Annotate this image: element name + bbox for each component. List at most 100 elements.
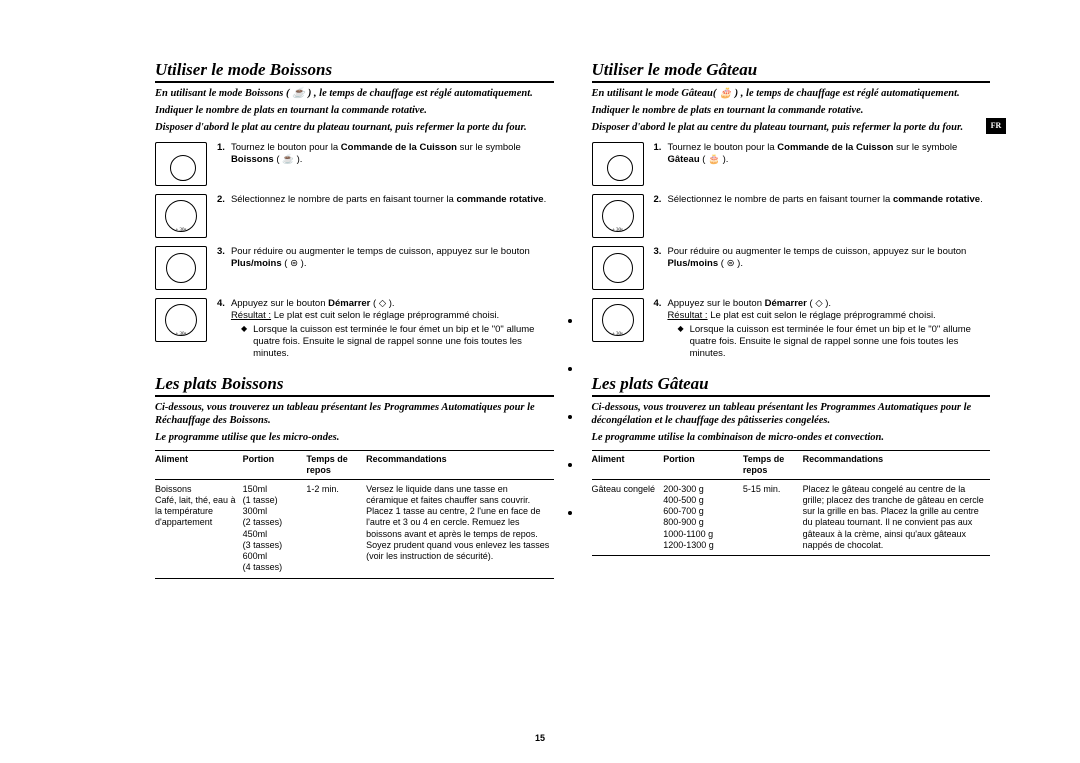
section-title: Utiliser le mode Boissons — [155, 60, 554, 83]
bold-text: Démarrer — [765, 298, 807, 309]
section-title: Les plats Boissons — [155, 374, 554, 397]
sub-bullet: ◆ Lorsque la cuisson est terminée le fou… — [667, 324, 990, 360]
step-row: 2. Sélectionnez le nombre de parts en fa… — [592, 194, 991, 238]
th-repos: Temps de repos — [743, 451, 803, 480]
steps-list: 1. Tournez le bouton pour la Commande de… — [155, 142, 554, 359]
bold-text: commande rotative — [456, 194, 543, 205]
intro-block: Ci-dessous, vous trouverez un tableau pr… — [592, 401, 991, 444]
two-column-layout: Utiliser le mode Boissons En utilisant l… — [155, 60, 990, 743]
result-label: Résultat : — [667, 310, 707, 321]
text: Tournez le bouton pour la — [231, 142, 341, 153]
cell-reco: Versez le liquide dans une tasse en céra… — [366, 479, 553, 578]
knob-icon — [592, 246, 644, 290]
mode-dial-icon — [155, 142, 207, 186]
bold-text: Plus/moins — [667, 258, 718, 269]
text: Pour réduire ou augmenter le temps de cu… — [667, 246, 966, 257]
th-portion: Portion — [663, 451, 743, 480]
section-title: Utiliser le mode Gâteau — [592, 60, 991, 83]
step-row: 4. Appuyez sur le bouton Démarrer ( ◇ ).… — [592, 298, 991, 359]
step-number: 4. — [654, 298, 662, 359]
cell-portion: 200-300 g 400-500 g 600-700 g 800-900 g … — [663, 479, 743, 556]
text: ( ◇ ). — [807, 298, 831, 309]
dial-icon — [155, 194, 207, 238]
table-row: Gâteau congelé 200-300 g 400-500 g 600-7… — [592, 479, 991, 556]
text: Pour réduire ou augmenter le temps de cu… — [231, 246, 530, 257]
bold-text: Gâteau — [667, 154, 699, 165]
bullet-icon: ◆ — [677, 324, 683, 360]
step-number: 2. — [654, 194, 662, 206]
dot-icon — [568, 319, 572, 323]
step-text: Tournez le bouton pour la Commande de la… — [231, 142, 554, 166]
th-aliment: Aliment — [155, 451, 243, 480]
cell-aliment: Boissons Café, lait, thé, eau à la tempé… — [155, 479, 243, 578]
text: Sélectionnez le nombre de parts en faisa… — [667, 194, 893, 205]
mode-dial-icon — [592, 142, 644, 186]
intro-line: Disposer d'abord le plat au centre du pl… — [592, 121, 991, 134]
th-portion: Portion — [243, 451, 307, 480]
cell-portion: 150ml (1 tasse) 300ml (2 tasses) 450ml (… — [243, 479, 307, 578]
step-text: Appuyez sur le bouton Démarrer ( ◇ ). Ré… — [667, 298, 990, 359]
dial-icon — [155, 298, 207, 342]
step-row: 3. Pour réduire ou augmenter le temps de… — [592, 246, 991, 290]
intro-line: Disposer d'abord le plat au centre du pl… — [155, 121, 554, 134]
result-label: Résultat : — [231, 310, 271, 321]
step-text: Sélectionnez le nombre de parts en faisa… — [667, 194, 990, 206]
step-number: 2. — [217, 194, 225, 206]
cell-repos: 1-2 min. — [306, 479, 366, 578]
cell-reco: Placez le gâteau congelé au centre de la… — [803, 479, 990, 556]
section-title: Les plats Gâteau — [592, 374, 991, 397]
text: Sélectionnez le nombre de parts en faisa… — [231, 194, 457, 205]
step-number: 3. — [217, 246, 225, 270]
intro-line: Ci-dessous, vous trouverez un tableau pr… — [592, 401, 991, 427]
intro-line: Le programme utilise que les micro-ondes… — [155, 431, 554, 444]
gateau-table: Aliment Portion Temps de repos Recommand… — [592, 450, 991, 556]
step-text: Pour réduire ou augmenter le temps de cu… — [231, 246, 554, 270]
dot-icon — [568, 367, 572, 371]
intro-line: En utilisant le mode Boissons ( ☕ ) , le… — [155, 87, 554, 100]
dot-icon — [568, 415, 572, 419]
intro-line: En utilisant le mode Gâteau( 🎂 ) , le te… — [592, 87, 991, 100]
bold-text: Démarrer — [328, 298, 370, 309]
th-reco: Recommandations — [366, 451, 553, 480]
page-number: 15 — [0, 733, 1080, 743]
step-text: Pour réduire ou augmenter le temps de cu… — [667, 246, 990, 270]
step-row: 3. Pour réduire ou augmenter le temps de… — [155, 246, 554, 290]
th-repos: Temps de repos — [306, 451, 366, 480]
sub-text: Lorsque la cuisson est terminée le four … — [253, 324, 553, 360]
step-text: Sélectionnez le nombre de parts en faisa… — [231, 194, 554, 206]
manual-page: FR Utiliser le mode Boissons En utilisan… — [0, 0, 1080, 763]
th-reco: Recommandations — [803, 451, 990, 480]
dial-icon — [592, 194, 644, 238]
bold-text: commande rotative — [893, 194, 980, 205]
step-row: 1. Tournez le bouton pour la Commande de… — [592, 142, 991, 186]
table-row: Boissons Café, lait, thé, eau à la tempé… — [155, 479, 554, 578]
text: ( ◇ ). — [370, 298, 394, 309]
intro-line: Ci-dessous, vous trouverez un tableau pr… — [155, 401, 554, 427]
boissons-table: Aliment Portion Temps de repos Recommand… — [155, 450, 554, 579]
bold-text: Plus/moins — [231, 258, 282, 269]
th-aliment: Aliment — [592, 451, 664, 480]
left-column: Utiliser le mode Boissons En utilisant l… — [155, 60, 564, 743]
cell-aliment: Gâteau congelé — [592, 479, 664, 556]
bullet-icon: ◆ — [241, 324, 247, 360]
intro-block: Ci-dessous, vous trouverez un tableau pr… — [155, 401, 554, 444]
step-text: Tournez le bouton pour la Commande de la… — [667, 142, 990, 166]
intro-block: En utilisant le mode Gâteau( 🎂 ) , le te… — [592, 87, 991, 134]
intro-block: En utilisant le mode Boissons ( ☕ ) , le… — [155, 87, 554, 134]
step-row: 4. Appuyez sur le bouton Démarrer ( ◇ ).… — [155, 298, 554, 359]
step-number: 3. — [654, 246, 662, 270]
bold-text: Commande de la Cuisson — [341, 142, 457, 153]
intro-line: Indiquer le nombre de plats en tournant … — [155, 104, 554, 117]
text: ( ☕ ). — [274, 154, 303, 165]
result-text: Le plat est cuit selon le réglage prépro… — [708, 310, 936, 321]
text: sur le symbole — [893, 142, 957, 153]
step-number: 4. — [217, 298, 225, 359]
text: Tournez le bouton pour la — [667, 142, 777, 153]
language-badge: FR — [986, 118, 1006, 134]
step-row: 2. Sélectionnez le nombre de parts en fa… — [155, 194, 554, 238]
text: ( ⊜ ). — [282, 258, 307, 269]
intro-line: Indiquer le nombre de plats en tournant … — [592, 104, 991, 117]
step-row: 1. Tournez le bouton pour la Commande de… — [155, 142, 554, 186]
sub-text: Lorsque la cuisson est terminée le four … — [690, 324, 990, 360]
knob-icon — [155, 246, 207, 290]
